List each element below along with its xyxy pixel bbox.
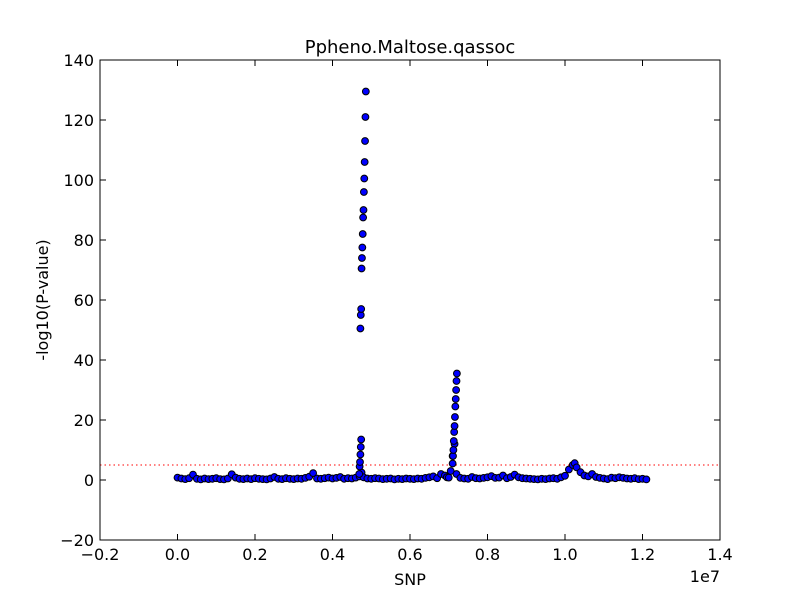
data-point [358,254,366,262]
axes: −0.2 0.0 0.2 0.4 0.6 0.8 1.0 1.2 1.4 −20 0 20 40 60 80… [60,51,732,564]
y-tick-label: 40 [74,351,94,370]
data-point [358,230,367,238]
data-point [359,188,368,196]
data-point [642,475,651,484]
data-point [356,458,364,466]
data-point [356,324,365,333]
y-tick-label: −20 [60,531,94,550]
data-point [361,87,370,96]
x-axis-title: SNP [394,570,426,589]
x-tick-label: 0.0 [165,545,190,564]
data-point [355,470,364,478]
data-point [451,395,460,403]
x-tick-label: 0.2 [242,545,267,564]
y-axis-title: -log10(P-value) [33,239,52,360]
x-tick-label: 0.6 [397,545,422,564]
chart-title: Ppheno.Maltose.qassoc [305,37,516,58]
data-point [359,213,368,222]
data-point [309,469,318,478]
data-point [452,377,461,385]
x-tick-label: 1.0 [552,545,577,564]
y-tick-label: 120 [63,111,94,130]
x-tick-label: 1.4 [707,545,732,564]
data-point [357,264,366,273]
data-point [361,113,370,121]
data-point [357,435,366,444]
data-point [361,137,369,145]
data-point [357,305,366,313]
y-tick-label: 80 [74,231,94,250]
data-point [360,158,369,166]
y-tick-label: 140 [63,51,94,70]
data-point [449,446,458,454]
data-point [451,402,460,411]
y-tick-label: 20 [74,411,94,430]
x-tick-label: 0.8 [475,545,500,564]
data-point [452,369,461,378]
data-point [360,174,369,183]
data-point [356,443,365,451]
y-tick-label: 100 [63,171,94,190]
x-offset-label: 1e7 [690,567,720,586]
x-tick-label: 1.2 [630,545,655,564]
data-point [444,473,453,482]
data-point [359,206,368,214]
data-point [448,459,457,468]
data-point [451,413,459,421]
data-point [358,243,367,252]
data-point [561,471,569,480]
x-tick-label: −0.2 [81,545,120,564]
data-point [449,437,458,445]
y-tick-label: 60 [74,291,94,310]
plot-area [100,87,720,484]
x-tick-label: 0.4 [320,545,345,564]
data-point [452,386,461,394]
data-point [356,450,365,459]
data-point [450,422,459,430]
y-tick-label: 0 [84,471,94,490]
